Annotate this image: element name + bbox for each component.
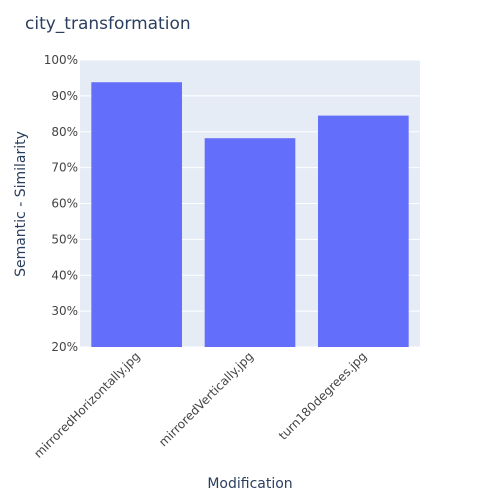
- bar[interactable]: [204, 138, 296, 347]
- bar[interactable]: [318, 115, 409, 347]
- chart-title: city_transformation: [25, 14, 191, 34]
- x-tick-label: turn180degrees.jpg: [276, 349, 370, 443]
- y-tick-label: 30%: [51, 304, 78, 318]
- y-axis-title: Semantic - Similarity: [13, 131, 29, 277]
- y-tick-label: 80%: [51, 125, 78, 139]
- y-tick-label: 40%: [51, 268, 78, 282]
- x-tick-label: mirroredVertically.jpg: [156, 349, 256, 449]
- y-tick-label: 20%: [51, 340, 78, 354]
- y-tick-label: 50%: [51, 232, 78, 246]
- y-tick-label: 90%: [51, 89, 78, 103]
- y-tick-label: 100%: [44, 53, 78, 67]
- y-tick-label: 70%: [51, 161, 78, 175]
- y-axis-ticks: 20% 30% 40% 50% 60% 70% 80% 90% 100%: [44, 53, 78, 354]
- x-tick-label: mirroredHorizontally.jpg: [31, 349, 143, 461]
- y-tick-label: 60%: [51, 197, 78, 211]
- bar[interactable]: [91, 82, 182, 348]
- bars: [91, 82, 409, 348]
- x-axis-ticks: mirroredHorizontally.jpg mirroredVertical…: [31, 349, 369, 461]
- x-axis-title: Modification: [207, 476, 292, 492]
